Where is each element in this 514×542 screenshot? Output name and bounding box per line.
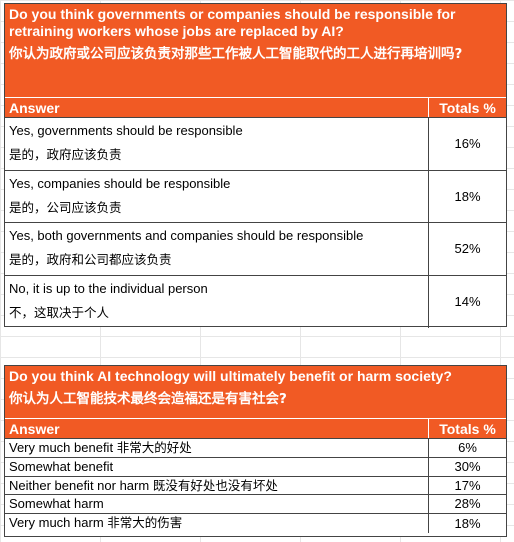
answer-cell: Very much harm 非常大的伤害 (5, 514, 429, 533)
answer-cell: Very much benefit 非常大的好处 (5, 439, 429, 457)
column-header-row: Answer Totals % (5, 418, 506, 439)
answer-cell: No, it is up to the individual person 不，… (5, 275, 429, 328)
answer-chinese: 是的，政府和公司都应该负责 (9, 252, 172, 267)
answer-chinese: 非常大的伤害 (107, 515, 183, 531)
answer-english: Somewhat benefit (9, 458, 114, 474)
column-header-totals: Totals % (439, 100, 496, 116)
total-cell: 28% (454, 496, 481, 512)
column-header-row: Answer Totals % (5, 97, 506, 118)
table-row: Neither benefit nor harm 既没有好处也没有坏处 17% (5, 476, 506, 496)
total-cell: 30% (454, 458, 481, 474)
answer-chinese: 非常大的好处 (116, 440, 192, 455)
question-english: Do you think AI technology will ultimate… (9, 368, 452, 384)
answer-english: Yes, companies should be responsible (9, 175, 231, 191)
question-header: Do you think AI technology will ultimate… (5, 366, 506, 418)
answer-english: Yes, both governments and companies shou… (9, 228, 364, 243)
question-chinese: 你认为人工智能技术最终会造福还是有害社会? (9, 391, 287, 407)
table-row: Very much benefit 非常大的好处 6% (5, 439, 506, 458)
table-row: No, it is up to the individual person 不，… (5, 275, 506, 328)
answer-english: Very much benefit (9, 440, 114, 455)
answer-english: Neither benefit nor harm (9, 477, 150, 493)
answer-cell: Somewhat harm (5, 495, 429, 514)
table-row: Yes, both governments and companies shou… (5, 223, 506, 276)
question-chinese: 你认为政府或公司应该负责对那些工作被人工智能取代的工人进行再培训吗? (9, 46, 463, 62)
answer-chinese: 既没有好处也没有坏处 (152, 477, 278, 493)
column-header-answer: Answer (5, 98, 429, 117)
total-cell: 18% (454, 188, 481, 204)
total-cell: 18% (454, 515, 481, 531)
question-header: Do you think governments or companies sh… (5, 4, 506, 97)
table-row: Somewhat harm 28% (5, 495, 506, 515)
answer-chinese: 是的，公司应该负责 (9, 199, 122, 215)
column-header-totals: Totals % (439, 421, 496, 437)
answer-cell: Yes, both governments and companies shou… (5, 223, 429, 275)
answer-cell: Yes, companies should be responsible 是的，… (5, 170, 429, 222)
survey-table-ai-impact: Do you think AI technology will ultimate… (4, 365, 507, 537)
answer-chinese: 不，这取决于个人 (9, 304, 110, 320)
answer-cell: Yes, governments should be responsible 是… (5, 118, 429, 170)
table-row: Somewhat benefit 30% (5, 457, 506, 477)
question-english: Do you think governments or companies sh… (9, 6, 456, 39)
answer-english: Yes, governments should be responsible (9, 123, 243, 138)
answer-english: No, it is up to the individual person (9, 280, 208, 296)
answer-english: Very much harm (9, 515, 104, 531)
table-row: Yes, governments should be responsible 是… (5, 118, 506, 171)
total-cell: 52% (454, 241, 481, 257)
total-cell: 14% (454, 294, 481, 310)
answer-english: Somewhat harm (9, 496, 104, 512)
column-header-answer: Answer (5, 419, 429, 438)
table-row: Yes, companies should be responsible 是的，… (5, 170, 506, 223)
answer-cell: Somewhat benefit (5, 457, 429, 476)
survey-table-retraining: Do you think governments or companies sh… (4, 3, 507, 328)
answer-cell: Neither benefit nor harm 既没有好处也没有坏处 (5, 476, 429, 495)
answer-chinese: 是的，政府应该负责 (9, 147, 122, 162)
table-row: Very much harm 非常大的伤害 18% (5, 514, 506, 533)
total-cell: 17% (454, 477, 481, 493)
total-cell: 6% (458, 439, 477, 455)
total-cell: 16% (454, 136, 481, 152)
